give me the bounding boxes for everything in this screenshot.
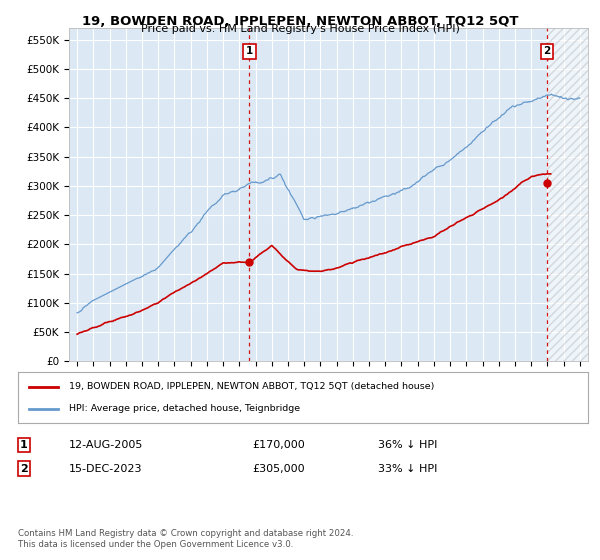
Text: 1: 1 xyxy=(246,46,253,57)
Text: Price paid vs. HM Land Registry's House Price Index (HPI): Price paid vs. HM Land Registry's House … xyxy=(140,24,460,34)
Text: 19, BOWDEN ROAD, IPPLEPEN, NEWTON ABBOT, TQ12 5QT: 19, BOWDEN ROAD, IPPLEPEN, NEWTON ABBOT,… xyxy=(82,15,518,27)
Bar xyxy=(547,28,588,361)
Text: 19, BOWDEN ROAD, IPPLEPEN, NEWTON ABBOT, TQ12 5QT (detached house): 19, BOWDEN ROAD, IPPLEPEN, NEWTON ABBOT,… xyxy=(70,382,434,391)
Text: 2: 2 xyxy=(543,46,550,57)
Text: 33% ↓ HPI: 33% ↓ HPI xyxy=(378,464,437,474)
Text: 2: 2 xyxy=(20,464,28,474)
Text: Contains HM Land Registry data © Crown copyright and database right 2024.
This d: Contains HM Land Registry data © Crown c… xyxy=(18,529,353,549)
Text: 15-DEC-2023: 15-DEC-2023 xyxy=(69,464,143,474)
Text: 1: 1 xyxy=(20,440,28,450)
Text: £170,000: £170,000 xyxy=(252,440,305,450)
Text: 36% ↓ HPI: 36% ↓ HPI xyxy=(378,440,437,450)
Text: 12-AUG-2005: 12-AUG-2005 xyxy=(69,440,143,450)
Text: HPI: Average price, detached house, Teignbridge: HPI: Average price, detached house, Teig… xyxy=(70,404,301,413)
Text: £305,000: £305,000 xyxy=(252,464,305,474)
